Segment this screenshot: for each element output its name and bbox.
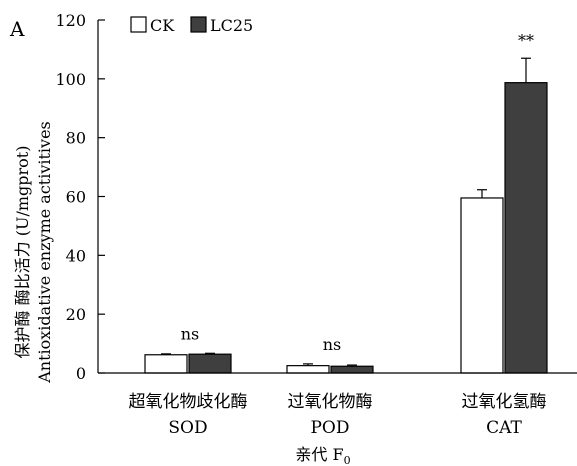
x-category-label-cn: 过氧化氢酶	[462, 392, 547, 412]
legend-swatch-ck	[130, 16, 147, 33]
bar-ck-pod	[286, 365, 330, 374]
x-category-label-en: CAT	[486, 418, 522, 438]
y-tick-label: 0	[76, 364, 86, 383]
x-category-label-en: SOD	[168, 418, 207, 438]
significance-label: ns	[181, 324, 200, 343]
x-category-label-cn: 过氧化物酶	[288, 392, 373, 412]
significance-label: **	[518, 31, 534, 50]
bar-ck-cat	[460, 197, 504, 374]
legend-swatch-lc25	[190, 16, 207, 33]
y-tick-label: 120	[55, 11, 86, 30]
x-category-label-cn: 超氧化物歧化酶	[129, 392, 248, 412]
y-tick-label: 60	[66, 188, 86, 207]
bar-lc25-cat	[504, 82, 548, 374]
x-axis-labels: 超氧化物歧化酶 SOD 过氧化物酶 POD 过氧化氢酶 CAT	[129, 392, 547, 438]
bar-lc25-sod	[188, 353, 232, 374]
bar-lc25-pod	[330, 365, 374, 374]
panel-label: A	[9, 17, 25, 41]
significance-label: ns	[323, 335, 342, 354]
y-axis-title-en: Antioxidative enzyme activitives	[35, 121, 54, 384]
bar-group: ns ns **	[144, 31, 548, 374]
y-tick-label: 80	[66, 129, 86, 148]
y-tick-label: 100	[55, 70, 86, 89]
y-axis-ticks: 0 20 40 60 80 100 120	[55, 11, 105, 383]
y-tick-label: 40	[66, 246, 86, 265]
x-axis-title: 亲代 F0	[295, 445, 350, 466]
y-tick-label: 20	[66, 305, 86, 324]
legend-label-ck: CK	[150, 16, 175, 35]
legend: CK LC25	[130, 16, 253, 35]
y-axis-title-cn: 保护酶 酶比活力 (U/mgprot)	[13, 146, 32, 359]
legend-label-lc25: LC25	[210, 16, 253, 35]
bar-ck-sod	[144, 354, 188, 374]
x-category-label-en: POD	[310, 418, 349, 438]
